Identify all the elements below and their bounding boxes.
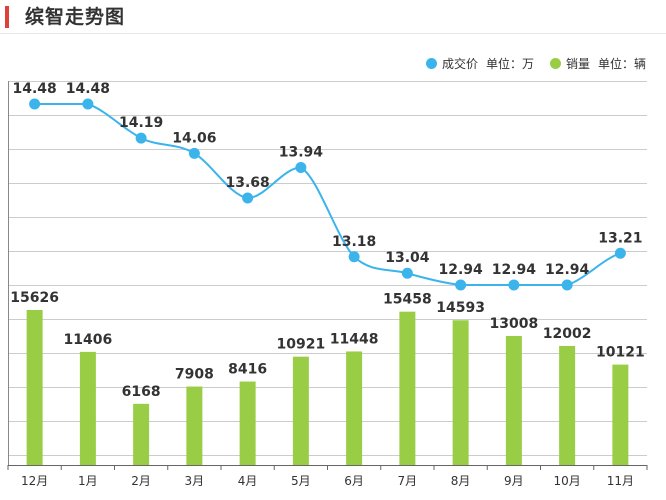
price-point: [561, 279, 573, 291]
x-tick-label: 4月: [238, 474, 258, 488]
x-tick-label: 10月: [553, 474, 580, 488]
sales-bar: [79, 351, 96, 465]
legend-sales-dot: [549, 58, 561, 69]
x-tick-label: 8月: [451, 474, 471, 488]
price-point: [401, 267, 413, 279]
price-point: [295, 161, 307, 173]
price-point: [188, 147, 200, 159]
sales-bar: [452, 320, 469, 465]
sales-bar: [612, 364, 629, 465]
sales-bar: [505, 335, 522, 465]
legend-sales-unit: 单位：辆: [597, 57, 646, 71]
sales-bar: [186, 386, 203, 465]
legend-item-sales[interactable]: 销量 单位：辆: [549, 55, 646, 72]
sales-data-label: 15458: [383, 292, 432, 308]
x-tick-label: 11月: [607, 474, 634, 488]
sales-data-label: 14593: [436, 300, 485, 316]
price-data-label: 13.68: [225, 175, 269, 191]
price-point: [614, 247, 626, 259]
sales-bar: [133, 403, 150, 465]
legend-price-unit: 单位：万: [485, 57, 534, 71]
legend-item-price[interactable]: 成交价 单位：万: [425, 55, 534, 72]
legend-price-label: 成交价: [441, 57, 478, 71]
sales-data-label: 8416: [228, 362, 267, 378]
price-point: [508, 279, 520, 291]
sales-bar: [559, 345, 576, 465]
sales-data-label: 11448: [330, 331, 379, 347]
sales-data-label: 13008: [490, 316, 539, 332]
sales-bar: [292, 356, 309, 465]
price-data-label: 12.94: [492, 262, 537, 278]
price-data-label: 13.94: [279, 144, 324, 160]
page-title: 缤智走势图: [25, 6, 126, 28]
sales-bar: [26, 310, 43, 465]
sales-data-label: 6168: [122, 384, 161, 400]
sales-data-label: 15626: [10, 290, 59, 306]
chart-legend: 成交价 单位：万 销量 单位：辆: [410, 55, 646, 72]
price-point: [29, 98, 41, 110]
price-point: [455, 279, 467, 291]
sales-data-label: 10921: [277, 337, 326, 353]
x-tick-label: 3月: [185, 474, 205, 488]
price-point: [242, 192, 254, 204]
price-point: [82, 98, 94, 110]
x-tick-label: 2月: [131, 474, 151, 488]
price-data-label: 12.94: [438, 262, 483, 278]
legend-price-dot: [425, 58, 437, 69]
x-tick-label: 12月: [21, 474, 48, 488]
sales-data-label: 11406: [64, 332, 113, 348]
title-bar: 缤智走势图: [0, 0, 666, 34]
sales-data-label: 10121: [596, 345, 645, 361]
sales-data-label: 7908: [175, 367, 214, 383]
x-tick-label: 7月: [398, 474, 418, 488]
price-point: [348, 251, 360, 263]
price-data-label: 12.94: [545, 262, 590, 278]
title-divider: [0, 33, 666, 34]
sales-bar: [399, 311, 416, 465]
sales-bar: [346, 351, 363, 465]
price-data-label: 14.06: [172, 130, 216, 146]
x-tick-label: 1月: [78, 474, 98, 488]
price-data-label: 14.48: [12, 81, 56, 97]
x-tick-label: 6月: [344, 474, 364, 488]
legend-sales-label: 销量: [565, 57, 590, 71]
price-point: [135, 132, 147, 144]
price-data-label: 14.48: [66, 81, 110, 97]
sales-data-label: 12002: [543, 326, 592, 342]
price-data-label: 13.21: [598, 230, 642, 246]
price-data-label: 14.19: [119, 115, 163, 131]
price-data-label: 13.04: [385, 250, 430, 266]
x-tick-label: 5月: [291, 474, 311, 488]
price-data-label: 13.18: [332, 234, 376, 250]
x-tick-label: 9月: [504, 474, 524, 488]
sales-bar: [239, 381, 256, 465]
title-accent-bar: [5, 6, 9, 28]
price-line: [34, 102, 621, 286]
